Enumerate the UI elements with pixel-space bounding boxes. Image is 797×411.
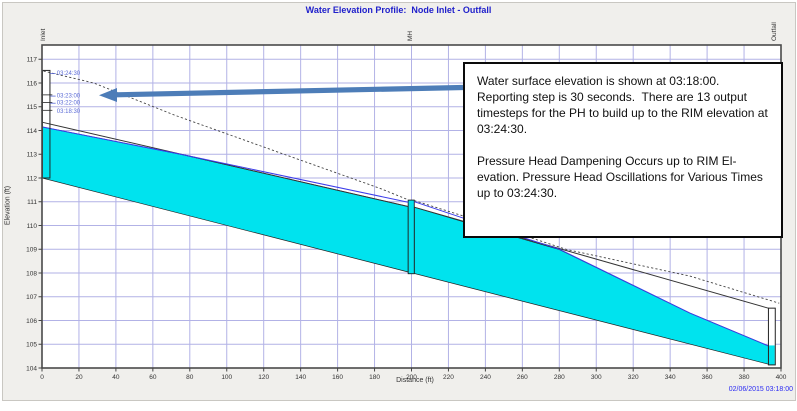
x-tick-label: 200 [406, 374, 417, 381]
manhole-column [407, 199, 415, 275]
y-tick-label: 109 [26, 247, 37, 254]
y-tick-label: 115 [27, 104, 38, 111]
time-label: 03:22:00 [57, 101, 81, 107]
max-hgl-dashed-line [43, 70, 409, 201]
annotation-paragraph-2: Pressure Head Dampening Occurs up to RIM… [477, 154, 767, 201]
current-time-stamp: 02/06/2015 03:18:00 [728, 386, 793, 393]
x-tick-label: 300 [591, 374, 602, 381]
x-tick-label: 360 [702, 374, 713, 381]
x-tick-label: 160 [332, 374, 343, 381]
y-tick-label: 107 [26, 294, 37, 301]
x-tick-label: 260 [517, 374, 528, 381]
x-tick-label: 400 [776, 374, 787, 381]
node-label-inlet: Inlet [40, 29, 47, 41]
x-tick-label: 100 [221, 374, 232, 381]
x-tick-label: 0 [40, 374, 44, 381]
x-tick-label: 80 [186, 374, 194, 381]
max-hgl-dashed-line [414, 200, 780, 304]
x-tick-label: 380 [739, 374, 750, 381]
annotation-callout-box[interactable]: Water surface elevation is shown at 03:1… [463, 62, 783, 238]
y-tick-label: 114 [27, 128, 38, 135]
x-tick-label: 140 [295, 374, 306, 381]
y-axis-label: Elevation (ft) [4, 185, 12, 226]
x-tick-label: 60 [149, 374, 157, 381]
chart-title: Water Elevation Profile: Node Inlet - Ou… [305, 5, 492, 15]
water-surface-line [414, 201, 769, 347]
y-tick-label: 111 [27, 199, 37, 206]
y-tick-label: 117 [27, 57, 38, 64]
y-tick-label: 105 [26, 342, 37, 349]
x-tick-label: 20 [75, 374, 83, 381]
outfall-outline [767, 307, 776, 366]
x-tick-label: 180 [369, 374, 380, 381]
x-axis-label: Distance (ft) [396, 377, 434, 384]
y-tick-label: 110 [27, 223, 38, 230]
x-tick-label: 120 [258, 374, 269, 381]
y-tick-label: 112 [27, 175, 38, 182]
outfall-fill [768, 308, 776, 365]
annotation-paragraph-1: Water surface elevation is shown at 03:1… [477, 74, 772, 137]
node-label-mh: MH [407, 31, 414, 41]
callout-arrow-shaft [115, 84, 464, 98]
conduit-crown-line [41, 121, 409, 207]
outfall-water [768, 345, 775, 365]
x-tick-label: 280 [554, 374, 565, 381]
x-tick-label: 220 [443, 374, 454, 381]
y-tick-label: 108 [26, 270, 37, 277]
water-surface-line [41, 126, 409, 203]
node-label-outfall: Outfall [771, 22, 778, 41]
x-tick-label: 240 [480, 374, 491, 381]
time-label: 03:23:00 [57, 94, 81, 100]
y-tick-label: 116 [27, 80, 38, 87]
time-label: 03:18:30 [57, 109, 81, 115]
time-label: 03:24:30 [57, 71, 81, 77]
callout-arrow-head [99, 88, 117, 102]
x-tick-label: 40 [112, 374, 120, 381]
y-tick-label: 106 [26, 318, 37, 325]
x-tick-label: 320 [628, 374, 639, 381]
x-tick-label: 340 [665, 374, 676, 381]
inlet-riser-fill [42, 70, 50, 178]
y-tick-label: 104 [26, 365, 37, 372]
y-tick-label: 113 [27, 152, 38, 159]
